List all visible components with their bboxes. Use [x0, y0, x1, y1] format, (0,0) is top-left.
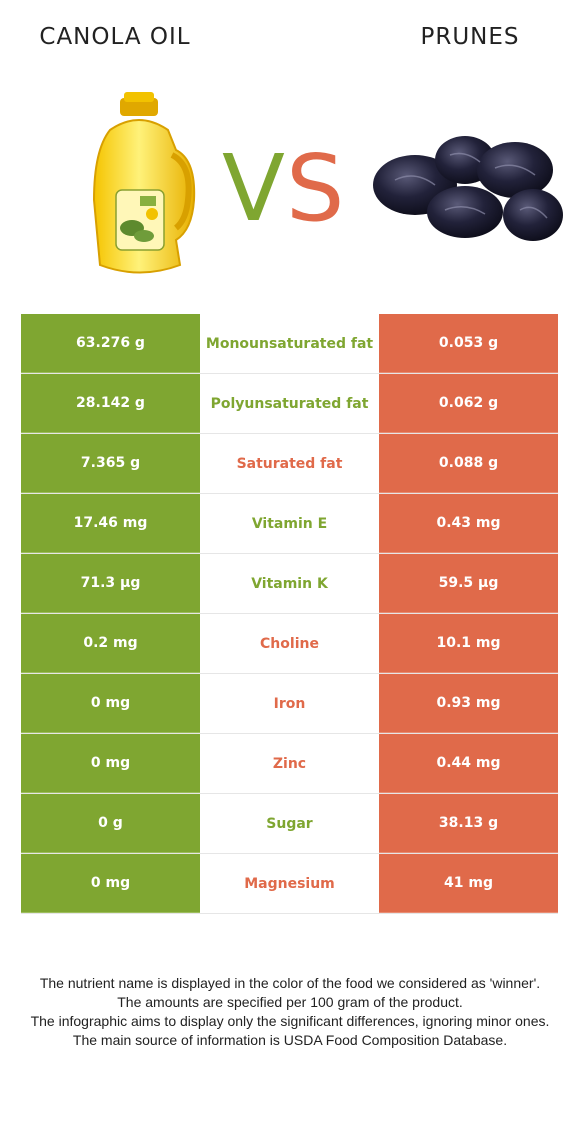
right-value: 38.13 g: [379, 794, 558, 853]
footer-line-3: The infographic aims to display only the…: [30, 1013, 550, 1029]
left-value: 28.142 g: [21, 374, 200, 433]
left-value: 0.2 mg: [21, 614, 200, 673]
left-value: 0 g: [21, 794, 200, 853]
nutrient-name: Monounsaturated fat: [200, 314, 379, 373]
right-value: 0.062 g: [379, 374, 558, 433]
table-row: 7.365 g Saturated fat 0.088 g: [21, 434, 558, 494]
left-value: 0 mg: [21, 674, 200, 733]
canola-oil-image: [92, 92, 196, 274]
left-value: 17.46 mg: [21, 494, 200, 553]
table-row: 63.276 g Monounsaturated fat 0.053 g: [21, 314, 558, 374]
right-value: 41 mg: [379, 854, 558, 913]
right-value: 0.44 mg: [379, 734, 558, 793]
right-value: 10.1 mg: [379, 614, 558, 673]
table-row: 0 mg Zinc 0.44 mg: [21, 734, 558, 794]
nutrient-name: Choline: [200, 614, 379, 673]
table-row: 0 g Sugar 38.13 g: [21, 794, 558, 854]
table-row: 0 mg Iron 0.93 mg: [21, 674, 558, 734]
nutrient-name: Sugar: [200, 794, 379, 853]
nutrient-name: Zinc: [200, 734, 379, 793]
left-value: 7.365 g: [21, 434, 200, 493]
table-row: 0.2 mg Choline 10.1 mg: [21, 614, 558, 674]
vs-logo: V S: [222, 140, 344, 230]
footer-line-1: The nutrient name is displayed in the co…: [39, 975, 541, 991]
left-value: 63.276 g: [21, 314, 200, 373]
right-value: 0.088 g: [379, 434, 558, 493]
nutrient-name: Saturated fat: [200, 434, 379, 493]
vs-s: S: [286, 140, 344, 230]
nutrient-name: Magnesium: [200, 854, 379, 913]
table-row: 71.3 µg Vitamin K 59.5 µg: [21, 554, 558, 614]
left-value: 0 mg: [21, 734, 200, 793]
left-value: 71.3 µg: [21, 554, 200, 613]
prunes-image: [373, 136, 563, 241]
table-row: 28.142 g Polyunsaturated fat 0.062 g: [21, 374, 558, 434]
right-value: 0.053 g: [379, 314, 558, 373]
footer-line-4: The main source of information is USDA F…: [72, 1032, 508, 1048]
nutrient-name: Polyunsaturated fat: [200, 374, 379, 433]
comparison-table: 63.276 g Monounsaturated fat 0.053 g 28.142…: [21, 314, 558, 914]
right-value: 59.5 µg: [379, 554, 558, 613]
left-value: 0 mg: [21, 854, 200, 913]
right-value: 0.93 mg: [379, 674, 558, 733]
nutrient-name: Iron: [200, 674, 379, 733]
table-row: 0 mg Magnesium 41 mg: [21, 854, 558, 914]
right-value: 0.43 mg: [379, 494, 558, 553]
left-food-title: CANOLA OIL: [39, 24, 191, 50]
nutrient-name: Vitamin E: [200, 494, 379, 553]
footer-line-2: The amounts are specified per 100 gram o…: [117, 994, 463, 1010]
nutrient-name: Vitamin K: [200, 554, 379, 613]
footer-notes: The nutrient name is displayed in the co…: [10, 974, 570, 1050]
right-food-title: PRUNES: [420, 24, 520, 50]
vs-v: V: [222, 140, 285, 230]
table-row: 17.46 mg Vitamin E 0.43 mg: [21, 494, 558, 554]
